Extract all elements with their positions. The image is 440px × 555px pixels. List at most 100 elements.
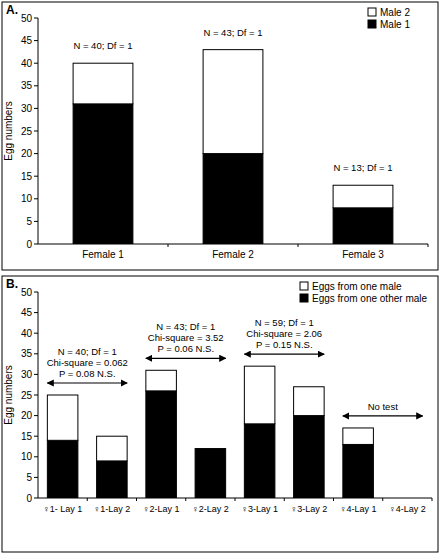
bar xyxy=(294,416,325,498)
y-tick-label: 30 xyxy=(21,369,33,380)
x-tick-label: ♀4-Lay 2 xyxy=(389,504,426,514)
annotation: P = 0.08 N.S. xyxy=(59,368,116,379)
y-tick xyxy=(34,415,38,416)
annotation: N = 40; Df = 1 xyxy=(73,40,132,51)
y-tick-label: 20 xyxy=(21,148,33,159)
bar xyxy=(244,424,275,498)
y-tick xyxy=(34,108,38,109)
x-tick xyxy=(235,498,236,501)
y-tick xyxy=(34,153,38,154)
comparison-arrow xyxy=(343,415,423,416)
bar xyxy=(97,461,128,498)
legend-swatch xyxy=(368,8,376,16)
y-tick-label: 50 xyxy=(21,13,33,24)
legend-label: Male 2 xyxy=(380,7,410,18)
legend-label: Eggs from one male xyxy=(312,281,402,292)
figure: A.Egg numbers05101520253035404550Female … xyxy=(0,0,440,555)
bar xyxy=(146,370,177,391)
bar xyxy=(392,498,423,499)
bar xyxy=(333,208,393,244)
bar xyxy=(343,444,374,498)
y-tick xyxy=(34,85,38,86)
y-tick-label: 10 xyxy=(21,451,33,462)
y-tick xyxy=(34,176,38,177)
annotation: Chi-square = 0.062 xyxy=(47,357,128,368)
y-tick xyxy=(34,18,38,19)
x-tick xyxy=(298,244,299,247)
bar xyxy=(343,428,374,444)
y-axis-label: Egg numbers xyxy=(3,101,14,160)
comparison-arrow xyxy=(244,354,324,355)
y-tick xyxy=(34,131,38,132)
y-tick-label: 25 xyxy=(21,390,33,401)
y-tick xyxy=(34,498,38,499)
y-tick-label: 40 xyxy=(21,328,33,339)
annotation: No test xyxy=(368,401,398,412)
annotation: N = 59; Df = 1 xyxy=(255,317,314,328)
x-tick-label: ♀2-Lay 1 xyxy=(143,504,180,514)
bars xyxy=(73,50,393,244)
x-tick xyxy=(382,498,383,501)
annotation: N = 43; Df = 1 xyxy=(156,321,215,332)
x-tick-label: ♀3-Lay 1 xyxy=(241,504,278,514)
y-tick-label: 45 xyxy=(21,307,33,318)
annotation: Chi-square = 3.52 xyxy=(148,332,224,343)
x-tick-label: Female 3 xyxy=(342,249,384,260)
x-tick xyxy=(284,498,285,501)
y-tick xyxy=(34,456,38,457)
y-tick xyxy=(34,436,38,437)
panel-title: B. xyxy=(6,277,18,291)
page: {"chart_data": [ {"type": "bar", "title"… xyxy=(0,0,440,555)
y-tick-label: 0 xyxy=(26,493,32,504)
annotation: P = 0.06 N.S. xyxy=(157,343,214,354)
y-tick-label: 20 xyxy=(21,410,33,421)
bar xyxy=(203,154,263,244)
y-tick xyxy=(34,244,38,245)
bar xyxy=(146,391,177,498)
annotation: N = 43; Df = 1 xyxy=(203,27,262,38)
x-tick-label: ♀4-Lay 1 xyxy=(340,504,377,514)
y-tick-label: 35 xyxy=(21,348,33,359)
y-tick xyxy=(34,395,38,396)
bars xyxy=(47,366,373,498)
x-tick-label: Female 2 xyxy=(212,249,254,260)
annotation: N = 13; Df = 1 xyxy=(333,162,392,173)
panel-frame xyxy=(2,276,438,552)
x-tick xyxy=(428,244,429,247)
bar xyxy=(244,366,275,424)
comparison-arrow xyxy=(47,382,127,383)
y-tick xyxy=(34,292,38,293)
bar xyxy=(73,63,133,104)
y-axis-label: Egg numbers xyxy=(3,365,14,424)
y-tick-label: 0 xyxy=(26,239,32,250)
y-tick-label: 35 xyxy=(21,80,33,91)
y-tick-label: 40 xyxy=(21,58,33,69)
x-tick-label: Female 1 xyxy=(82,249,124,260)
y-tick-label: 15 xyxy=(21,171,33,182)
legend-label: Eggs from one other male xyxy=(312,293,427,304)
annotation: N = 40; Df = 1 xyxy=(58,346,117,357)
legend: Eggs from one maleEggs from one other ma… xyxy=(300,281,427,304)
x-tick-label: ♀1-Lay 2 xyxy=(93,504,130,514)
bar xyxy=(333,185,393,208)
panel: A.Egg numbers05101520253035404550Female … xyxy=(2,2,438,270)
annotation: P = 0.15 N.S. xyxy=(256,339,313,350)
panel-title: A. xyxy=(6,3,18,17)
y-tick xyxy=(34,374,38,375)
comparison-arrow xyxy=(146,358,226,359)
x-tick xyxy=(333,498,334,501)
x-tick xyxy=(136,498,137,501)
bar xyxy=(195,448,226,449)
legend: Male 2Male 1 xyxy=(368,7,410,30)
annotation: Chi-square = 2.06 xyxy=(246,328,322,339)
y-tick-label: 30 xyxy=(21,103,33,114)
legend-swatch xyxy=(300,294,308,302)
bar xyxy=(392,498,423,499)
y-tick-label: 25 xyxy=(21,126,33,137)
bar xyxy=(203,50,263,154)
y-tick xyxy=(34,221,38,222)
x-tick xyxy=(432,498,433,501)
y-tick-label: 50 xyxy=(21,287,33,298)
y-tick xyxy=(34,312,38,313)
y-tick-label: 15 xyxy=(21,431,33,442)
